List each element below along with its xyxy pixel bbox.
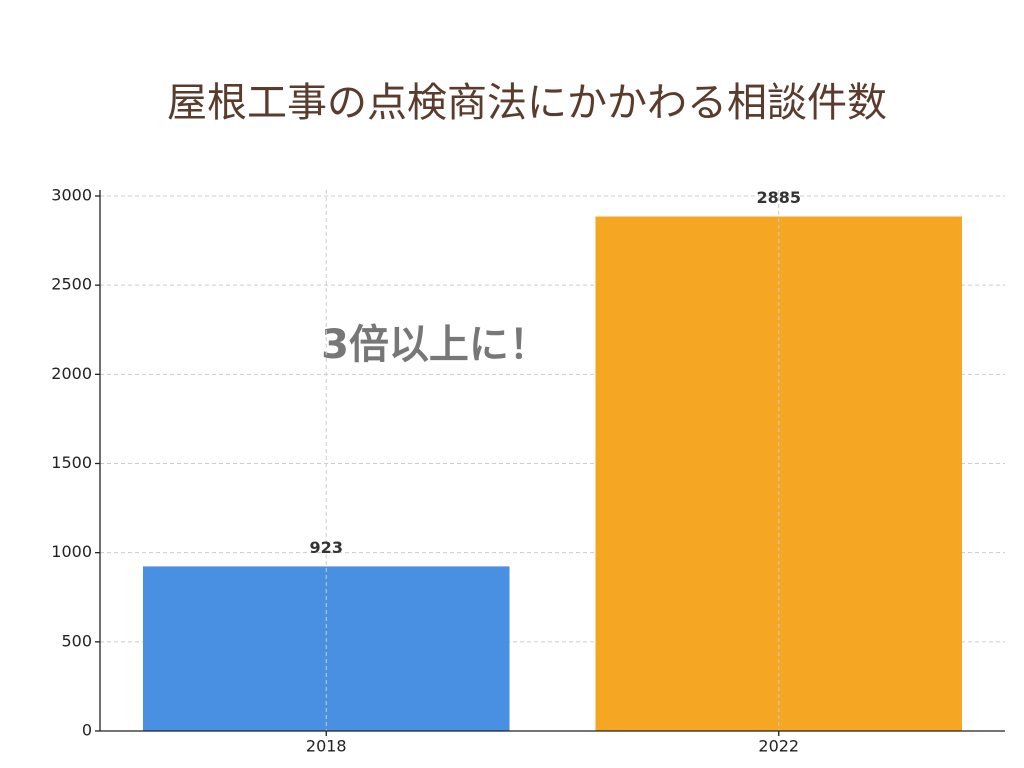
value-label: 2885: [756, 188, 801, 207]
y-tick-label: 1500: [51, 453, 92, 472]
y-tick-label: 3000: [51, 186, 92, 205]
y-tick-label: 0: [82, 721, 92, 740]
y-tick-label: 500: [61, 631, 92, 650]
y-tick-label: 1000: [51, 542, 92, 561]
x-tick-label: 2018: [306, 737, 347, 756]
chart-title: 屋根工事の点検商法にかかわる相談件数: [167, 80, 887, 126]
y-tick-label: 2500: [51, 275, 92, 294]
x-tick-label: 2022: [758, 737, 799, 756]
annotation: 3倍以上に！: [321, 322, 549, 368]
value-label: 923: [310, 538, 343, 557]
y-tick-label: 2000: [51, 364, 92, 383]
